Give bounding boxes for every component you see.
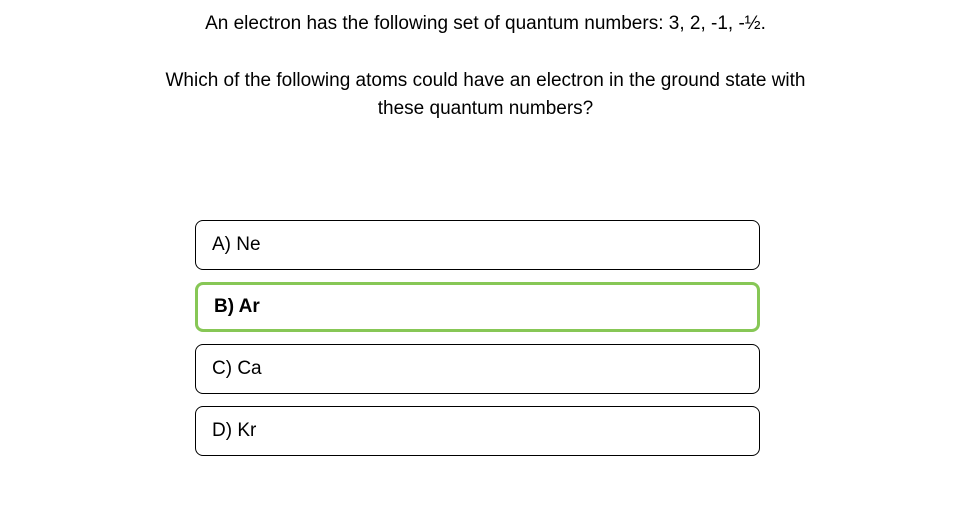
option-d[interactable]: D) Kr	[195, 406, 760, 456]
option-b[interactable]: B) Ar	[195, 282, 760, 332]
options-list: A) Ne B) Ar C) Ca D) Kr	[195, 220, 760, 456]
option-a-label: A) Ne	[212, 234, 261, 256]
option-c[interactable]: C) Ca	[195, 344, 760, 394]
option-b-label: B) Ar	[214, 296, 260, 318]
question-line-2: Which of the following atoms could have …	[0, 67, 971, 96]
option-c-label: C) Ca	[212, 358, 262, 380]
question-line-3: these quantum numbers?	[0, 95, 971, 124]
option-d-label: D) Kr	[212, 420, 256, 442]
option-a[interactable]: A) Ne	[195, 220, 760, 270]
question-line-1: An electron has the following set of qua…	[0, 10, 971, 39]
question-block: An electron has the following set of qua…	[0, 0, 971, 124]
